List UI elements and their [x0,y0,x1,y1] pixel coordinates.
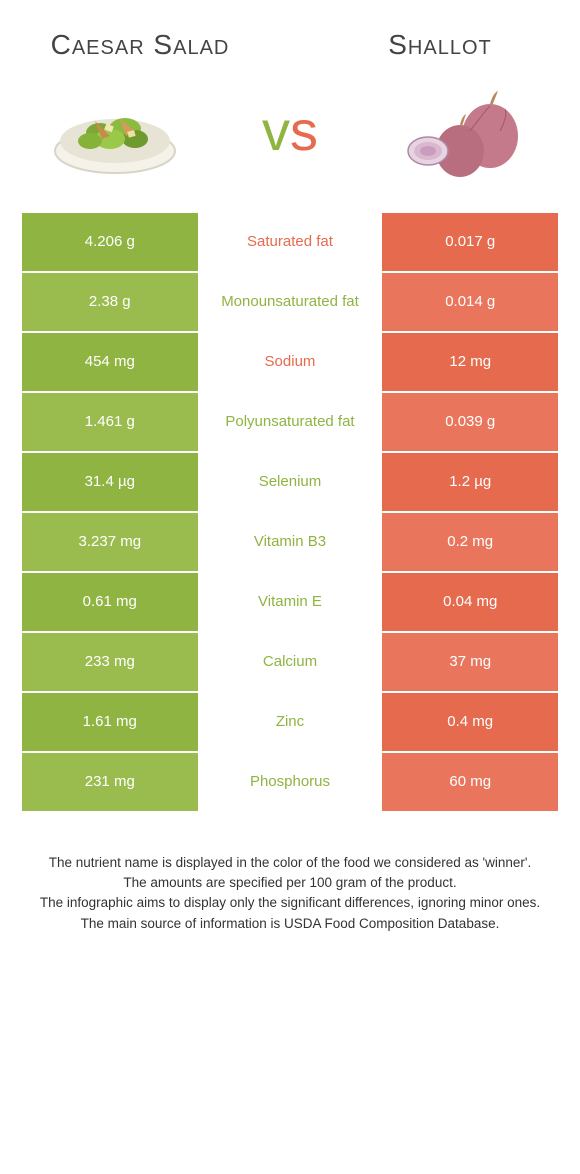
salad-icon [40,81,190,181]
note-line: The infographic aims to display only the… [30,893,550,913]
value-a: 233 mg [22,633,198,691]
vs-s: s [290,99,318,162]
table-row: 454 mgSodium12 mg [22,333,558,391]
food-b-title: Shallot [340,30,540,61]
value-b: 0.014 g [382,273,558,331]
nutrient-label: Selenium [200,453,381,511]
value-a: 4.206 g [22,213,198,271]
value-a: 1.461 g [22,393,198,451]
nutrient-label: Vitamin B3 [200,513,381,571]
table-row: 1.461 gPolyunsaturated fat0.039 g [22,393,558,451]
footer-notes: The nutrient name is displayed in the co… [0,813,580,934]
nutrient-label: Sodium [200,333,381,391]
nutrient-label: Phosphorus [200,753,381,811]
nutrient-label: Zinc [200,693,381,751]
value-b: 1.2 µg [382,453,558,511]
value-b: 0.2 mg [382,513,558,571]
note-line: The nutrient name is displayed in the co… [30,853,550,873]
food-a-image [40,81,190,181]
value-a: 3.237 mg [22,513,198,571]
table-row: 3.237 mgVitamin B30.2 mg [22,513,558,571]
value-b: 0.4 mg [382,693,558,751]
shallot-icon [390,81,540,181]
table-row: 233 mgCalcium37 mg [22,633,558,691]
nutrient-label: Monounsaturated fat [200,273,381,331]
vs-label: vs [262,98,318,163]
note-line: The amounts are specified per 100 gram o… [30,873,550,893]
table-row: 2.38 gMonounsaturated fat0.014 g [22,273,558,331]
nutrient-label: Polyunsaturated fat [200,393,381,451]
nutrient-table-wrap: 4.206 gSaturated fat0.017 g2.38 gMonouns… [0,211,580,813]
value-a: 454 mg [22,333,198,391]
vs-v: v [262,99,290,162]
nutrient-table: 4.206 gSaturated fat0.017 g2.38 gMonouns… [20,211,560,813]
table-row: 31.4 µgSelenium1.2 µg [22,453,558,511]
nutrient-label: Calcium [200,633,381,691]
value-a: 0.61 mg [22,573,198,631]
value-a: 2.38 g [22,273,198,331]
value-b: 12 mg [382,333,558,391]
value-b: 0.039 g [382,393,558,451]
note-line: The main source of information is USDA F… [30,914,550,934]
images-row: vs [0,71,580,211]
food-a-title: Caesar salad [40,30,240,61]
value-a: 1.61 mg [22,693,198,751]
table-row: 0.61 mgVitamin E0.04 mg [22,573,558,631]
value-b: 37 mg [382,633,558,691]
value-b: 60 mg [382,753,558,811]
value-b: 0.04 mg [382,573,558,631]
nutrient-label: Vitamin E [200,573,381,631]
header: Caesar salad Shallot [0,0,580,71]
value-b: 0.017 g [382,213,558,271]
nutrient-label: Saturated fat [200,213,381,271]
food-b-image [390,81,540,181]
value-a: 31.4 µg [22,453,198,511]
table-row: 4.206 gSaturated fat0.017 g [22,213,558,271]
table-row: 1.61 mgZinc0.4 mg [22,693,558,751]
value-a: 231 mg [22,753,198,811]
table-row: 231 mgPhosphorus60 mg [22,753,558,811]
